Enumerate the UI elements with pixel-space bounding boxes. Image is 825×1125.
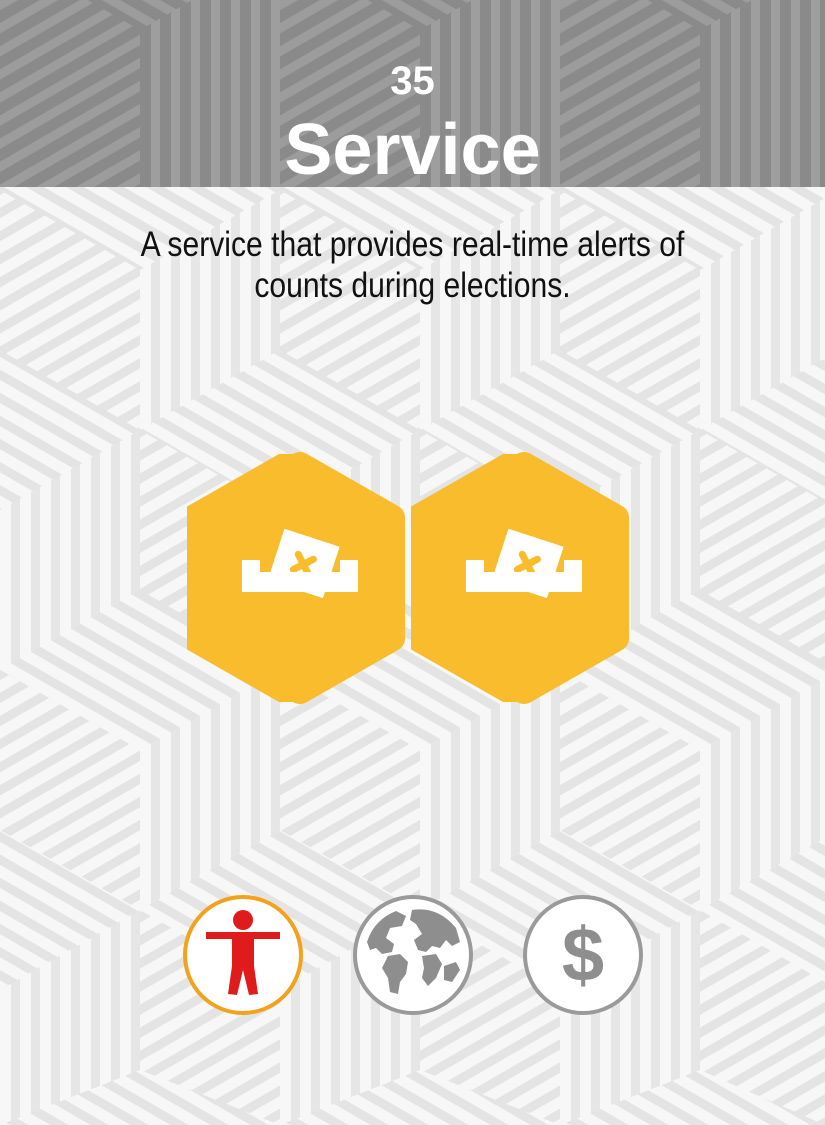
person-icon	[206, 910, 280, 995]
card-description: A service that provides real-time alerts…	[140, 225, 685, 305]
ballot-box-icon	[242, 528, 358, 599]
cost-hexagon	[187, 452, 405, 704]
header-pattern	[0, 0, 825, 187]
ballot-box-icon	[466, 528, 582, 599]
person-category-badge	[183, 895, 303, 1015]
globe-category-badge	[353, 895, 473, 1015]
cost-hexagon	[411, 452, 629, 704]
card-number: 35	[390, 59, 435, 103]
card-title: Service	[284, 110, 541, 187]
dollar-category-badge: $	[523, 895, 643, 1015]
globe-icon	[364, 906, 462, 1004]
card-header: 35 Service	[0, 0, 825, 187]
dollar-icon: $	[562, 913, 604, 998]
